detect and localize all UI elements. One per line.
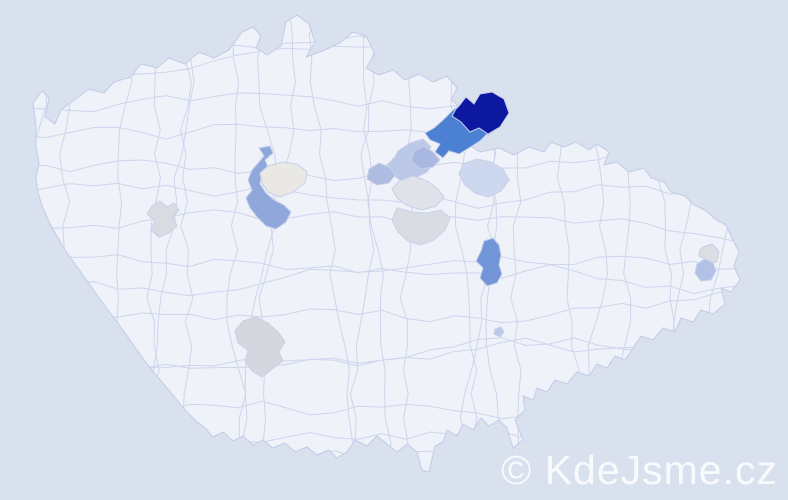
country-outline [32, 14, 741, 473]
highlighted-region-far-east-light [694, 258, 717, 282]
highlighted-regions [146, 91, 720, 378]
highlighted-region-south-gray [234, 316, 286, 378]
highlighted-region-northeast-pale [458, 158, 510, 198]
highlighted-region-east-gray-upper [391, 175, 445, 211]
highlighted-region-capital-gray [259, 161, 308, 198]
highlighted-region-central-ring [245, 145, 292, 230]
watermark: © KdeJsme.cz [501, 447, 778, 493]
highlighted-region-northeast-medium [410, 145, 441, 170]
highlighted-region-west-gray [146, 200, 180, 238]
highlighted-region-northeast-darkest [451, 91, 510, 135]
highlighted-region-east-bohemia-blue [475, 237, 503, 287]
highlighted-region-east-gray-lower [391, 207, 451, 246]
highlighted-region-center-tiny [493, 326, 505, 338]
highlighted-region-north-band-west [366, 162, 396, 186]
